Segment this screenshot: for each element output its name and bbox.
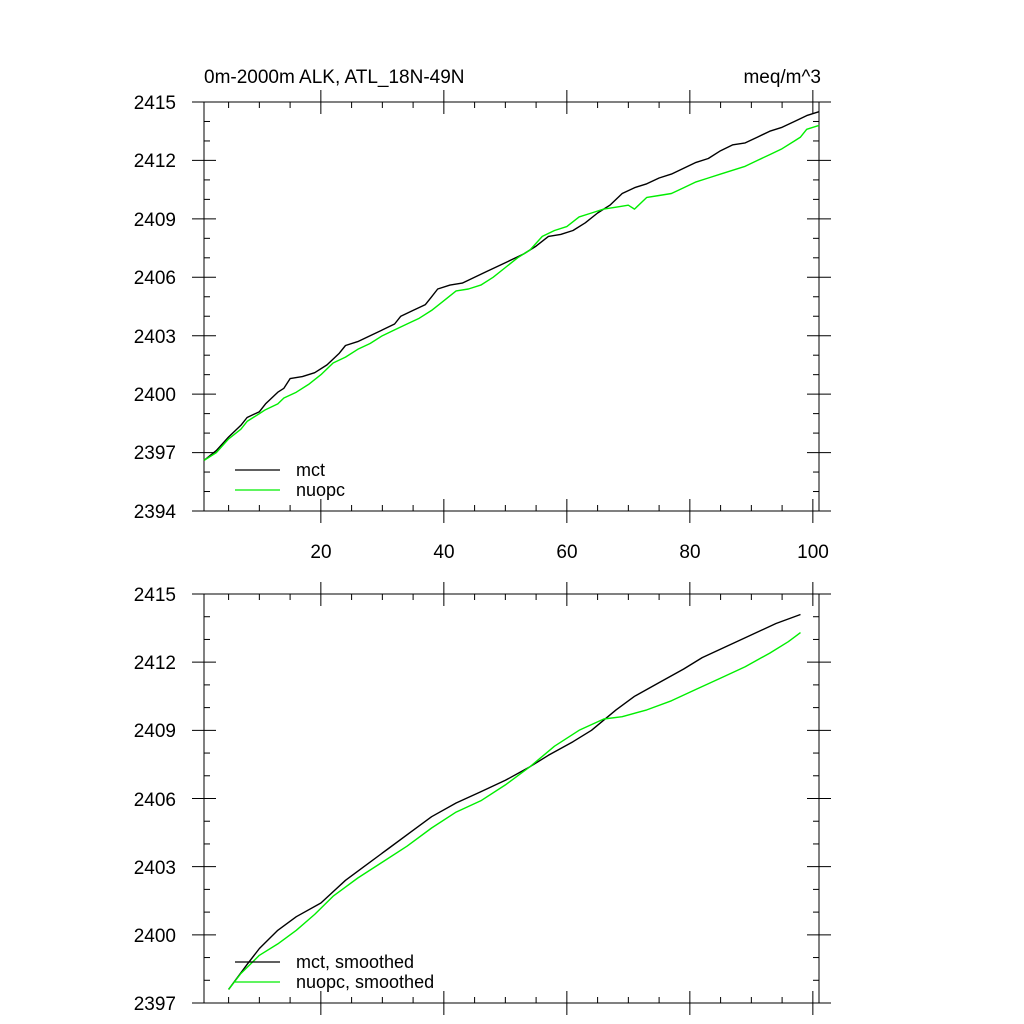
units-label: meq/m^3: [743, 67, 821, 88]
y-tick-label: 2412: [134, 151, 176, 172]
y-tick-label: 2403: [134, 858, 176, 879]
y-tick-label: 2406: [134, 268, 176, 289]
bottom-panel: 2415 2412 2409 2406 2403 2400 2397 mct, …: [134, 582, 831, 1015]
x-axis-labels: 20 40 60 80 100: [310, 542, 828, 563]
x-tick-label: 60: [556, 542, 577, 563]
tick-marks: [192, 90, 831, 523]
x-tick-label: 20: [310, 542, 331, 563]
series-line-nuopc: [203, 124, 820, 461]
top-panel: 0m-2000m ALK, ATL_18N-49N meq/m^3 2415 2…: [134, 67, 831, 563]
y-tick-label: 2403: [134, 327, 176, 348]
legend-label: mct, smoothed: [296, 952, 414, 972]
series-lines: [228, 613, 801, 990]
y-tick-label: 2409: [134, 210, 176, 231]
x-tick-label: 40: [433, 542, 454, 563]
y-tick-label: 2406: [134, 790, 176, 811]
series-line-nuopc-smoothed: [228, 632, 801, 990]
x-tick-label: 100: [797, 542, 829, 563]
y-tick-label: 2412: [134, 653, 176, 674]
y-tick-label: 2415: [134, 93, 176, 114]
y-tick-label: 2397: [134, 443, 176, 464]
x-tick-label: 80: [679, 542, 700, 563]
series-line-mct-smoothed: [228, 613, 801, 990]
chart-title: 0m-2000m ALK, ATL_18N-49N: [204, 67, 465, 88]
y-tick-label: 2397: [134, 994, 176, 1015]
y-tick-label: 2394: [134, 502, 177, 523]
y-axis-labels: 2415 2412 2409 2406 2403 2400 2397: [134, 585, 176, 1015]
y-tick-label: 2400: [134, 385, 176, 406]
y-axis-labels: 2415 2412 2409 2406 2403 2400 2397 2394: [134, 93, 177, 523]
legend-label: nuopc, smoothed: [296, 972, 434, 992]
tick-marks: [192, 582, 831, 1015]
plot-frame: [203, 593, 820, 1004]
series-lines: [203, 111, 820, 461]
y-tick-label: 2409: [134, 721, 176, 742]
plot-frame: [203, 101, 820, 512]
legend-label: nuopc: [296, 480, 345, 500]
series-line-mct: [203, 111, 820, 461]
legend-label: mct: [296, 460, 325, 480]
y-tick-label: 2400: [134, 926, 176, 947]
legend: mct, smoothed nuopc, smoothed: [235, 952, 434, 992]
legend: mct nuopc: [235, 460, 345, 500]
y-tick-label: 2415: [134, 585, 176, 606]
